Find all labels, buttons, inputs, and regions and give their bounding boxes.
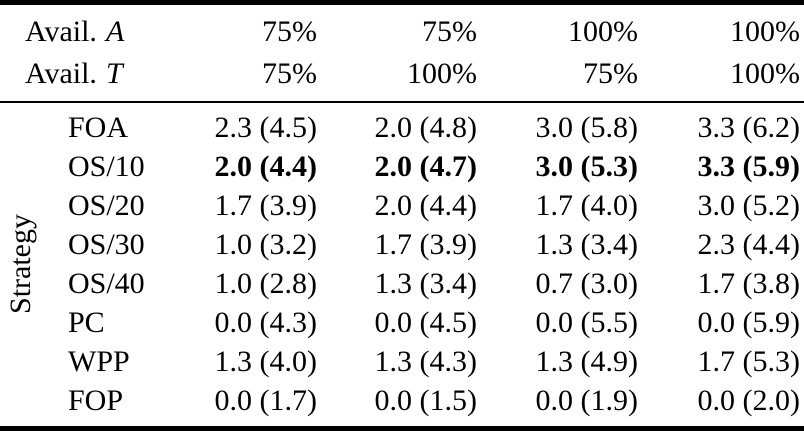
table-row-foa: Strategy FOA 2.3 (4.5) 2.0 (4.8) 3.0 (5.… xyxy=(0,102,804,314)
value-cell: 0.0 (5.5) xyxy=(535,305,639,339)
value-cell: 2.0 (4.4) xyxy=(214,149,318,183)
value-cell: 0.0 (5.9) xyxy=(697,305,801,339)
header-value-cell: 100% xyxy=(568,15,639,48)
header-value-cell: 100% xyxy=(642,53,804,103)
avail-label: Avail. xyxy=(25,15,97,48)
value-cell: 0.0 (4.5) xyxy=(374,305,478,339)
value-cell: 3.0 (5.3) xyxy=(535,149,639,183)
value-cell: 0.0 (4.3) xyxy=(214,305,318,339)
header-row-avail-t: Avail. T 75% 100% 75% 100% xyxy=(0,53,804,103)
value-cell: 2.3 (4.4) xyxy=(697,227,801,261)
header-row-avail-a: Avail. A 75% 75% 100% 100% xyxy=(0,3,804,54)
value-cell: 3.0 (5.2) xyxy=(697,188,801,222)
value-cell: 0.7 (3.0) xyxy=(535,266,639,300)
table-row-os10: OS/10 2.0 (4.4) 2.0 (4.7) 3.0 (5.3) 3.3 … xyxy=(0,147,804,186)
value-cell: 1.3 (4.0) xyxy=(214,344,318,378)
value-cell: 0.0 (1.7) xyxy=(214,383,318,417)
strategy-axis-cell: Strategy xyxy=(0,102,42,429)
value-cell: 1.3 (3.4) xyxy=(535,227,639,261)
value-cell: 2.3 (4.5) xyxy=(214,110,318,144)
value-cell: 1.7 (4.0) xyxy=(535,188,639,222)
strategy-name: FOP xyxy=(68,383,124,417)
value-cell: 2.0 (4.4) xyxy=(374,188,478,222)
strategy-name: OS/20 xyxy=(68,188,145,222)
strategy-name: OS/10 xyxy=(68,149,145,183)
header-value-cell: 75% xyxy=(262,15,318,48)
value-cell: 1.3 (4.3) xyxy=(374,344,478,378)
strategy-name: OS/30 xyxy=(68,227,145,261)
header-value-cell: 100% xyxy=(321,53,482,103)
header-label-cell: Avail. A xyxy=(0,3,192,54)
value-cell: 2.0 (4.8) xyxy=(374,110,478,144)
header-value-cell: 75% xyxy=(481,53,643,103)
strategy-name: FOA xyxy=(68,110,129,144)
value-cell: 3.3 (6.2) xyxy=(697,110,801,144)
value-cell: 3.3 (5.9) xyxy=(697,149,801,183)
script-a-symbol: A xyxy=(105,15,125,48)
value-cell: 1.7 (5.3) xyxy=(697,344,801,378)
strategy-axis-label: Strategy xyxy=(4,214,37,314)
header-label-cell: Avail. T xyxy=(0,53,193,103)
value-cell: 0.0 (1.5) xyxy=(374,383,478,417)
value-cell: 0.0 (1.9) xyxy=(535,383,639,417)
value-cell: 3.0 (5.8) xyxy=(535,110,639,144)
table-row-os20: OS/20 1.7 (3.9) 2.0 (4.4) 1.7 (4.0) 3.0 … xyxy=(0,186,804,225)
table-row-wpp: WPP 1.3 (4.0) 1.3 (4.3) 1.3 (4.9) 1.7 (5… xyxy=(0,342,804,381)
value-cell: 1.3 (4.9) xyxy=(535,344,639,378)
value-cell: 1.0 (2.8) xyxy=(214,266,318,300)
table-row-fop: FOP 0.0 (1.7) 0.0 (1.5) 0.0 (1.9) 0.0 (2… xyxy=(0,381,804,429)
value-cell: 2.0 (4.7) xyxy=(374,149,478,183)
value-cell: 1.7 (3.9) xyxy=(214,188,318,222)
header-value-cell: 75% xyxy=(192,53,322,103)
header-value-cell: 75% xyxy=(422,15,478,48)
value-cell: 0.0 (2.0) xyxy=(697,383,801,417)
value-cell: 1.7 (3.8) xyxy=(697,266,801,300)
table-row-pc: PC 0.0 (4.3) 0.0 (4.5) 0.0 (5.5) 0.0 (5.… xyxy=(0,303,804,342)
value-cell: 1.7 (3.9) xyxy=(374,227,478,261)
avail-label: Avail. xyxy=(25,57,97,90)
value-cell: 1.0 (3.2) xyxy=(214,227,318,261)
script-t-symbol: T xyxy=(105,57,123,90)
strategy-name: PC xyxy=(68,305,105,339)
table-row-os30: OS/30 1.0 (3.2) 1.7 (3.9) 1.3 (3.4) 2.3 … xyxy=(0,225,804,264)
strategy-name: WPP xyxy=(68,344,130,378)
value-cell: 1.3 (3.4) xyxy=(374,266,478,300)
strategy-name: OS/40 xyxy=(68,266,145,300)
header-value-cell: 100% xyxy=(730,15,801,48)
table-row-os40: OS/40 1.0 (2.8) 1.3 (3.4) 0.7 (3.0) 1.7 … xyxy=(0,264,804,303)
